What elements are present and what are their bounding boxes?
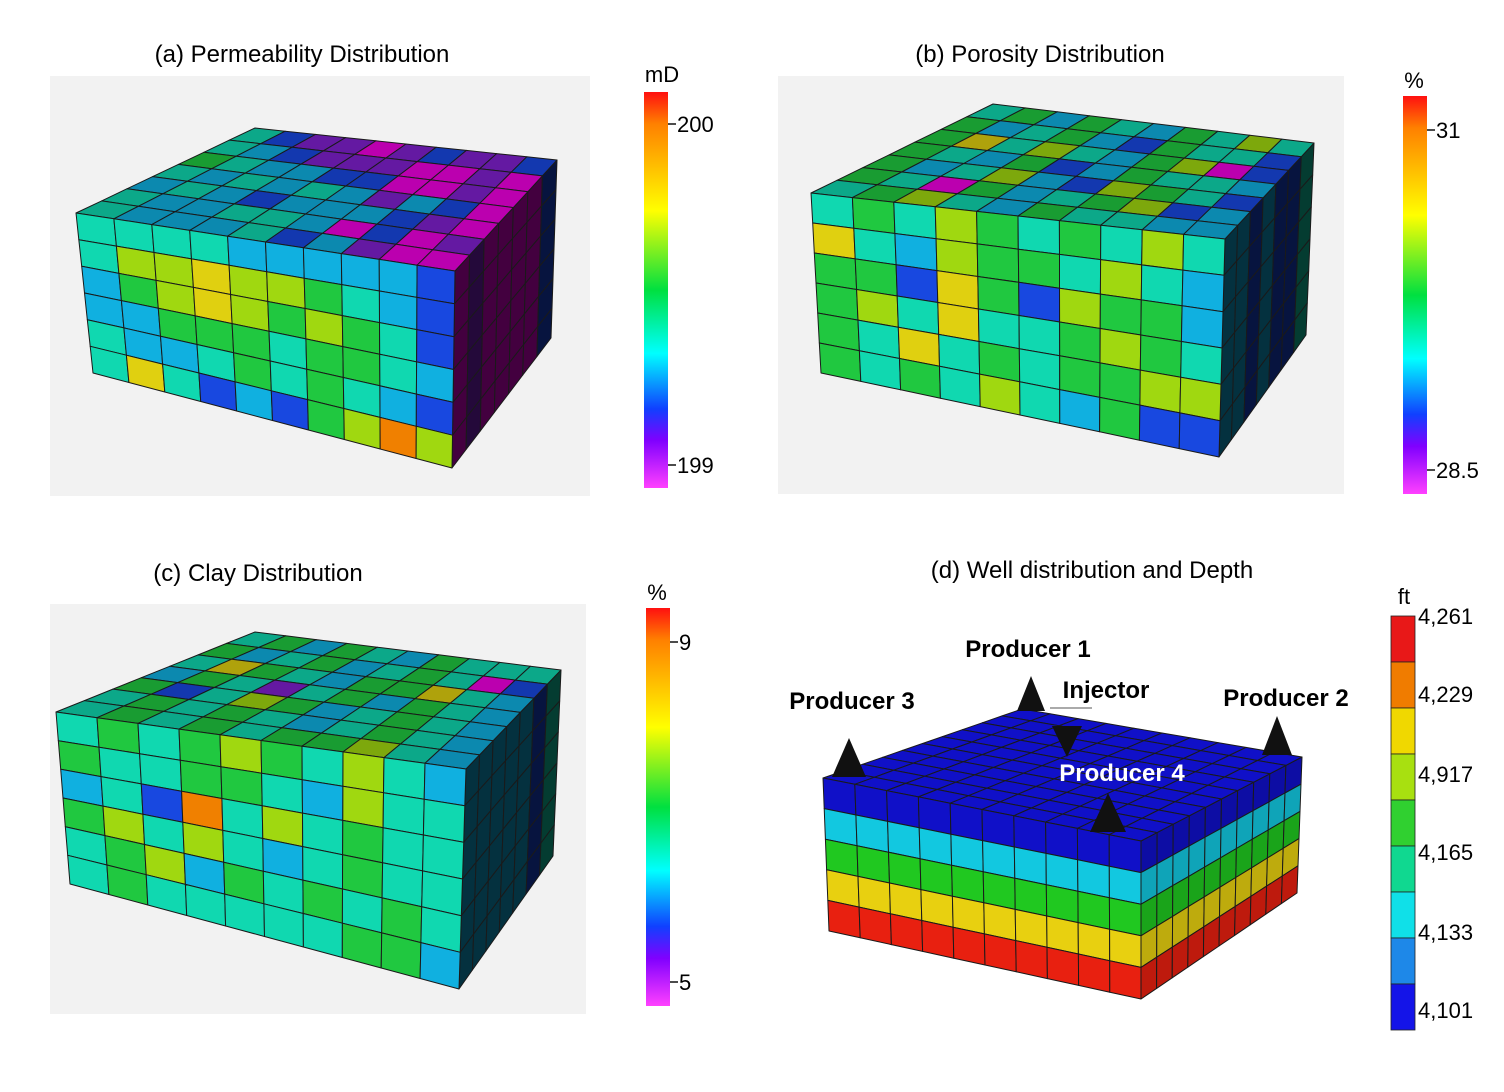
panel-a: (a) Permeability Distribution mD 200 199: [50, 41, 714, 496]
panel-b-colorbar: [1403, 96, 1427, 494]
panel-a-title: (a) Permeability Distribution: [155, 41, 450, 68]
panel-b-title: (b) Porosity Distribution: [915, 41, 1164, 68]
panel-c-colorbar: [646, 608, 670, 1006]
grid-cell-front: [976, 210, 1019, 250]
depth-legend-label: 4,261: [1418, 604, 1473, 629]
panel-c-title: (c) Clay Distribution: [153, 560, 362, 587]
grid-cell-front: [1141, 229, 1185, 271]
layer-cell-front: [952, 926, 986, 966]
depth-legend-swatch: [1390, 845, 1416, 893]
grid-cell-side: [539, 824, 555, 876]
grid-cell-front: [1059, 253, 1102, 295]
panel-b-grid-block: [810, 103, 1315, 458]
panel-a-tick-min: 199: [677, 453, 714, 478]
producer-4-marker-icon: [1090, 793, 1126, 832]
panel-d-unit: ft: [1398, 584, 1410, 609]
producer-3-label: Producer 3: [789, 688, 914, 715]
grid-cell-front: [383, 757, 426, 800]
layer-cell-front: [983, 933, 1017, 973]
grid-cell-front: [1182, 233, 1226, 276]
grid-cell-front: [1099, 259, 1143, 301]
grid-cell-side: [1293, 302, 1308, 353]
layer-cell-front: [889, 913, 924, 952]
grid-cell-front: [935, 238, 979, 277]
panel-d-title: (d) Well distribution and Depth: [931, 557, 1253, 584]
depth-legend-swatch: [1390, 753, 1416, 801]
grid-cell-front: [1017, 248, 1060, 289]
panel-a-tick-max: 200: [677, 112, 714, 137]
panel-b-tick-min: 28.5: [1436, 458, 1479, 483]
layer-cell-front: [1046, 946, 1080, 986]
grid-cell-front: [851, 197, 896, 234]
panel-b: (b) Porosity Distribution % 31 28.5: [778, 41, 1479, 494]
depth-legend-label: 4,229: [1418, 682, 1473, 707]
producer-1-label: Producer 1: [965, 636, 1090, 663]
layer-cell-front: [1109, 960, 1142, 1000]
injector-marker-icon: [1052, 726, 1082, 757]
injector-label: Injector: [1063, 677, 1150, 704]
depth-legend-swatch: [1390, 891, 1416, 939]
producer-2-marker-icon: [1262, 716, 1292, 755]
grid-cell-front: [976, 243, 1020, 283]
depth-legend-swatch: [1390, 799, 1416, 847]
panel-c: (c) Clay Distribution % 9 5: [50, 560, 691, 1014]
producer-2-label: Producer 2: [1223, 685, 1348, 712]
depth-legend-swatch: [1390, 983, 1416, 1031]
depth-legend-swatch: [1390, 937, 1416, 985]
panel-a-unit: mD: [645, 62, 679, 87]
grid-cell-front: [934, 206, 978, 245]
layer-cell-front: [827, 899, 861, 939]
grid-cell-front: [893, 201, 937, 240]
panel-b-tick-max: 31: [1436, 118, 1460, 143]
producer-1-marker-icon: [1017, 676, 1045, 711]
panel-d-layered-block: [822, 708, 1303, 1000]
panel-c-tick-min: 5: [679, 970, 691, 995]
depth-legend-label: 4,101: [1418, 998, 1473, 1023]
layer-cell-front: [1077, 953, 1111, 993]
layer-cell-front: [921, 920, 955, 959]
grid-cell-front: [810, 192, 855, 229]
panel-d: (d) Well distribution and Depth Producer…: [789, 557, 1473, 1031]
panel-c-grid-block: [55, 631, 562, 990]
layer-cell-front: [858, 906, 892, 946]
panel-c-tick-max: 9: [679, 630, 691, 655]
grid-cell-front: [419, 942, 461, 990]
depth-legend-label: 4,917: [1418, 762, 1473, 787]
producer-3-marker-icon: [832, 738, 866, 777]
grid-cell-front: [1058, 220, 1102, 261]
layer-cell-side: [1280, 865, 1299, 905]
depth-legend-label: 4,133: [1418, 920, 1473, 945]
grid-cell-front: [415, 425, 453, 469]
layer-cell-front: [1015, 940, 1048, 980]
panel-b-unit: %: [1404, 68, 1424, 93]
grid-cell-front: [1140, 299, 1183, 342]
depth-legend-swatch: [1390, 707, 1416, 755]
grid-cell-front: [1099, 293, 1142, 336]
grid-cell-front: [342, 751, 385, 794]
grid-cell-front: [1059, 287, 1101, 329]
producer-4-label: Producer 4: [1059, 760, 1185, 787]
grid-cell-front: [1178, 412, 1221, 458]
depth-legend-swatch: [1390, 615, 1416, 663]
panel-c-unit: %: [647, 580, 667, 605]
grid-cell-front: [1140, 264, 1184, 307]
grid-cell-side: [536, 307, 553, 358]
depth-legend-label: 4,165: [1418, 840, 1473, 865]
grid-cell-front: [1181, 269, 1225, 313]
grid-cell-front: [1017, 215, 1060, 255]
grid-cell-front: [1180, 305, 1224, 349]
panel-d-depth-legend: 4,261 4,229 4,917 4,165 4,133 4,101: [1390, 604, 1473, 1031]
panel-a-colorbar: [644, 92, 668, 488]
grid-cell-front: [423, 762, 467, 807]
grid-cell-front: [1100, 224, 1143, 266]
depth-legend-swatch: [1390, 661, 1416, 709]
panel-a-grid-block: [75, 127, 558, 469]
